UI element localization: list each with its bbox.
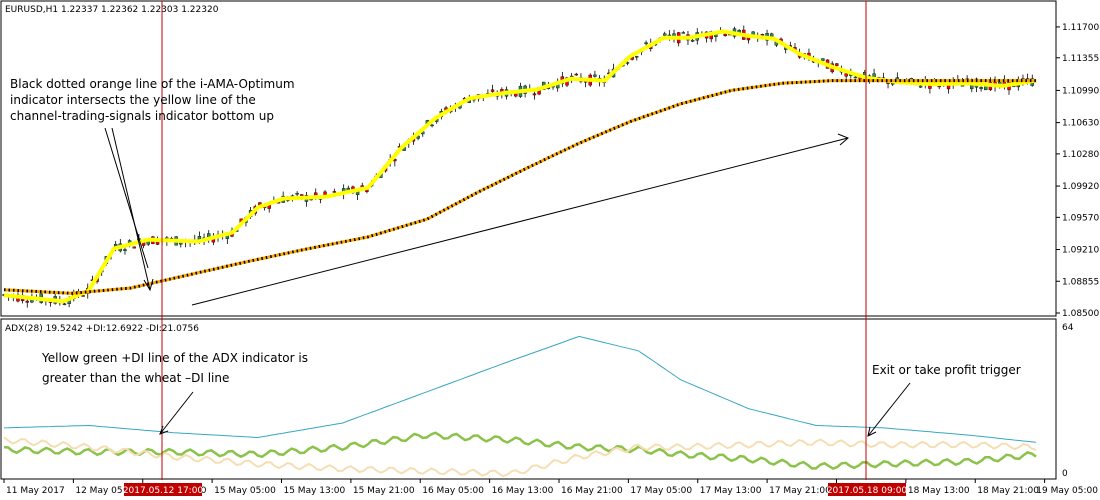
adx-pointer-arrow [159, 391, 194, 435]
annotation-line: Yellow green +DI line of the ADX indicat… [41, 351, 308, 365]
symbol-info: EURUSD,H1 1.22337 1.22362 1.22303 1.2232… [5, 5, 219, 15]
bull-candle [681, 32, 686, 34]
bull-candle [295, 192, 299, 195]
bull-candle [984, 86, 988, 91]
bear-candle [81, 295, 85, 297]
bull-candle [593, 74, 597, 77]
time-tick-label: 15 May 13:00 [283, 486, 345, 496]
price-series [2, 25, 1037, 308]
bull-candle [821, 58, 825, 61]
price-tick-label: 1.11355 [1062, 54, 1099, 64]
annotation-line: indicator intersects the yellow line of … [10, 93, 256, 107]
bear-candle [132, 246, 136, 249]
bear-candle [723, 33, 727, 37]
time-tick-label: 17 May 13:00 [700, 486, 762, 496]
price-axis: 1.11700 1.11355 1.10990 1.10630 1.10280 1.099… [1056, 23, 1099, 479]
trend-arrow [191, 137, 849, 306]
bull-candle [853, 76, 858, 79]
time-tick-label: 16 May 13:00 [492, 486, 554, 496]
time-tick-label: 11 May 2017 [6, 486, 65, 496]
cross-pointer-arrow-2 [104, 127, 149, 269]
bull-candle [62, 303, 67, 306]
highlight-time-label: 2017.05.12 17:00 [123, 486, 204, 496]
trend-arrow-head [837, 133, 849, 146]
bear-candle [490, 89, 495, 92]
price-tick-label: 1.10280 [1062, 150, 1099, 160]
exit-note: Exit or take profit trigger [872, 363, 1021, 377]
bull-candle [690, 39, 695, 42]
price-tick-label: 1.09920 [1062, 182, 1099, 192]
price-tick-label: 1.10630 [1062, 119, 1099, 129]
minus-di-line [3, 436, 1037, 478]
time-tick-label: 17 May 21:00 [769, 486, 831, 496]
ama-optimum-dots [3, 79, 1037, 295]
time-tick-label: 19 May 05:00 [1036, 486, 1098, 496]
time-tick-label: 15 May 05:00 [214, 486, 276, 496]
time-tick-label: 18 May 13:00 [908, 486, 970, 496]
plus-di-line [3, 431, 1037, 470]
highlight-time-box [124, 483, 202, 496]
cross-pointer-arrow-head [143, 278, 154, 292]
annotation-line: Black dotted orange line of the i-AMA-Op… [10, 77, 295, 91]
adx-pointer-arrow-head [159, 425, 169, 435]
exit-pointer-arrow [867, 382, 911, 437]
bear-candle [760, 33, 765, 36]
bull-candle [635, 56, 639, 58]
channel-signal-line [3, 29, 1037, 304]
annotation-line: channel-trading-signals indicator bottom… [10, 109, 274, 123]
time-tick-label: 18 May 21:00 [977, 486, 1039, 496]
highlight-time-label: 2017.05.18 09:00 [827, 486, 908, 496]
time-tick-label: 16 May 05:00 [422, 486, 484, 496]
adx-line [3, 335, 1037, 443]
bear-candle [574, 73, 578, 76]
adx-tick-label: 0 [1062, 469, 1068, 479]
bear-candle [835, 63, 839, 66]
bull-candle [979, 87, 983, 90]
time-tick-label: 17 May 05:00 [630, 486, 692, 496]
price-tick-label: 1.09570 [1062, 213, 1099, 223]
price-tick-label: 1.10990 [1062, 86, 1099, 96]
cross-pointer-arrow [111, 127, 151, 291]
price-tick-label: 1.09210 [1062, 246, 1099, 256]
bull-candle [179, 242, 183, 245]
time-tick-label: 15 May 21:00 [353, 486, 415, 496]
adx-info: ADX(28) 19.5242 +DI:12.6922 -DI:21.0756 [5, 324, 199, 334]
price-tick-label: 1.08855 [1062, 277, 1099, 287]
bull-candle [123, 249, 127, 252]
time-tick-label: 12 May 05:00 [75, 486, 137, 496]
adx-series [3, 335, 1037, 478]
adx-note: Yellow green +DI line of the ADX indicat… [41, 351, 308, 385]
time-tick-label: 16 May 21:00 [561, 486, 623, 496]
bull-candle [663, 33, 667, 36]
bear-candle [946, 85, 951, 90]
ama-cross-note: Black dotted orange line of the i-AMA-Op… [10, 77, 295, 123]
bear-candle [532, 93, 537, 96]
adx-tick-label: 64 [1062, 323, 1074, 333]
price-pane [0, 0, 1057, 317]
bull-candle [918, 85, 923, 88]
price-tick-label: 1.11700 [1062, 23, 1099, 33]
bull-candle [644, 42, 648, 45]
exit-pointer-arrow-head [867, 426, 877, 437]
bull-candle [770, 33, 774, 37]
bull-candle [430, 124, 434, 127]
highlight-time-box [828, 483, 906, 496]
bull-candle [714, 34, 718, 38]
annotation-line: greater than the wheat –DI line [42, 371, 229, 385]
bear-candle [332, 191, 337, 193]
bear-candle [25, 300, 29, 303]
price-tick-label: 1.08500 [1062, 309, 1099, 319]
bear-candle [844, 73, 848, 77]
